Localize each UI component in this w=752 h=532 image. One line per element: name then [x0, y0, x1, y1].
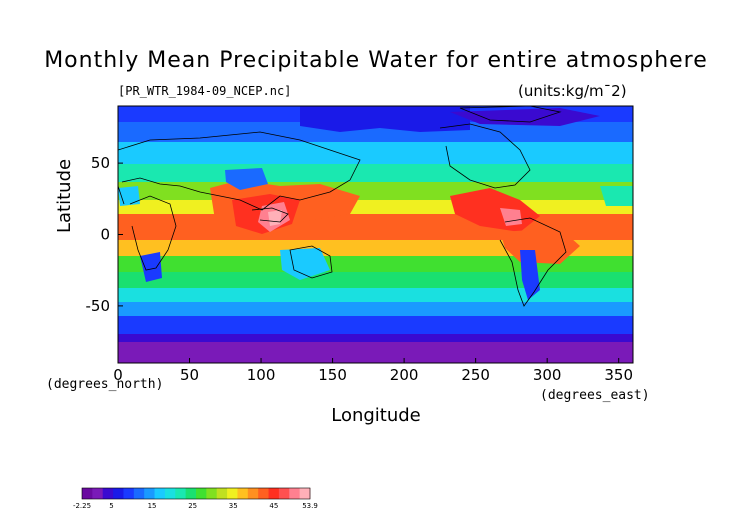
colorbar: -2.25 5 15 25 35 45 53.9	[73, 487, 318, 510]
y-tick-label: 0	[100, 226, 110, 244]
x-tick-label: 150	[318, 366, 347, 384]
colorbar-swatch	[289, 488, 301, 499]
colorbar-tick-label: 45	[269, 502, 278, 510]
units-label: (units:kg/m¯2)	[518, 82, 627, 100]
colorbar-swatch	[268, 488, 280, 499]
colorbar-swatch	[92, 488, 104, 499]
colorbar-tick-label: 15	[148, 502, 157, 510]
y-axis-unit: (degrees_north)	[46, 377, 164, 392]
source-file-label: [PR_WTR_1984-09_NCEP.nc]	[118, 84, 292, 98]
x-axis-ticks: 0 50 100 150 200 250 300 350	[113, 358, 633, 384]
colorbar-frame	[81, 487, 311, 500]
y-axis-ticks: 50 0 -50	[86, 154, 123, 315]
colorbar-swatch	[175, 488, 187, 499]
colorbar-swatch	[144, 488, 156, 499]
colorbar-tick-label: -2.25	[73, 502, 91, 510]
colorbar-swatch	[123, 488, 135, 499]
colorbar-swatch	[247, 488, 259, 499]
colorbar-swatch	[227, 488, 238, 499]
colorbar-swatch	[206, 488, 218, 499]
colorbar-swatch	[185, 488, 197, 499]
x-tick-label: 350	[604, 366, 633, 384]
colorbar-swatch	[82, 488, 93, 499]
x-tick-label: 250	[461, 366, 490, 384]
colorbar-tick-label: 25	[188, 502, 197, 510]
map-title: Monthly Mean Precipitable Water for enti…	[44, 48, 708, 73]
precipitable-water-field	[118, 106, 633, 363]
colorbar-swatch	[237, 488, 249, 499]
y-axis-label: Latitude	[54, 158, 75, 233]
y-tick-label: -50	[86, 297, 111, 315]
x-tick-label: 50	[180, 366, 199, 384]
colorbar-swatch	[164, 488, 176, 499]
colorbar-swatch	[258, 488, 270, 499]
colorbar-swatch	[299, 488, 311, 499]
colorbar-tick-label: 35	[229, 502, 238, 510]
colorbar-swatch	[113, 488, 124, 499]
colorbar-tick-label: 5	[109, 502, 113, 510]
colorbar-swatch	[278, 488, 290, 499]
colorbar-swatch	[216, 488, 228, 499]
y-tick-label: 50	[91, 154, 110, 172]
x-axis-label: Longitude	[331, 405, 421, 426]
colorbar-tick-label: 53.9	[302, 502, 318, 510]
colorbar-swatch	[102, 488, 114, 499]
x-tick-label: 200	[390, 366, 419, 384]
colorbar-swatch	[133, 488, 145, 499]
x-tick-label: 300	[533, 366, 562, 384]
colorbar-swatch	[154, 488, 166, 499]
x-tick-label: 100	[247, 366, 276, 384]
colorbar-swatch	[196, 488, 207, 499]
x-axis-unit: (degrees_east)	[540, 388, 650, 403]
x-tick-label: 0	[113, 366, 123, 384]
